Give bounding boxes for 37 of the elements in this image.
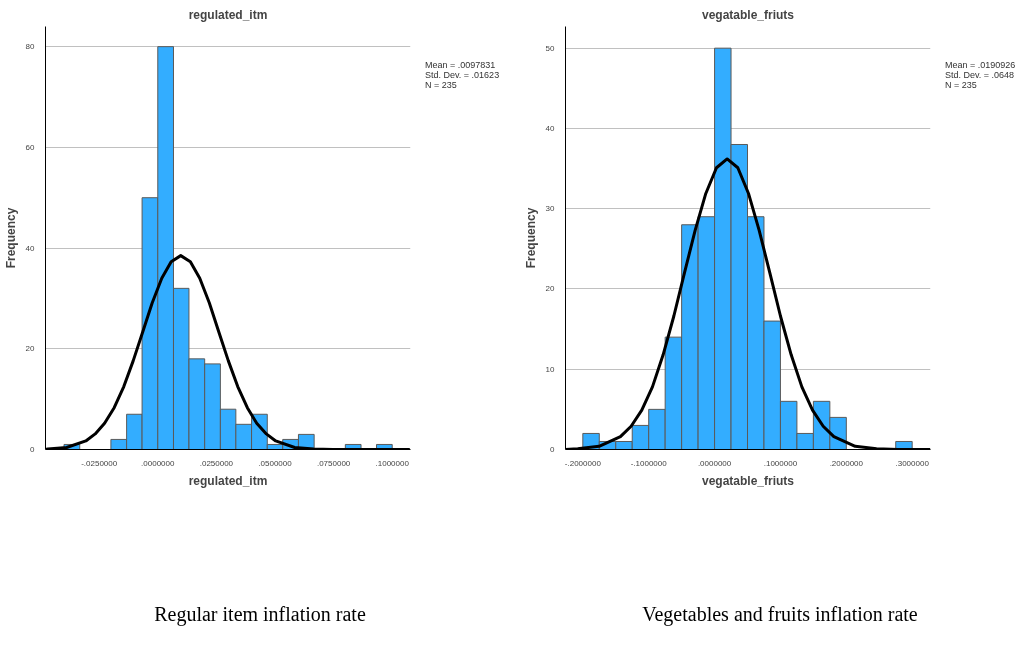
y-tick-label: 50 [545, 43, 556, 53]
x-tick-label: .0000000 [697, 458, 732, 468]
y-tick-label: 0 [550, 445, 556, 454]
x-tick-label: .0000000 [141, 458, 176, 468]
y-tick-label: 20 [25, 344, 36, 354]
x-axis-title: regulated_itm [188, 473, 268, 488]
x-tick-label: .2000000 [829, 458, 864, 468]
text: Mean = .0190926 [945, 60, 1016, 70]
x-tick-label: -.1000000 [630, 458, 668, 468]
y-tick-label: 80 [25, 42, 36, 52]
y-tick-label: 40 [25, 243, 36, 253]
x-tick-label: .3000000 [895, 458, 930, 468]
text: Std. Dev. = .01623 [425, 70, 500, 80]
text: Std. Dev. = .0648 [945, 70, 1015, 80]
x-tick-label: .1000000 [375, 458, 410, 468]
y-tick-label: 10 [545, 364, 556, 374]
text: Regular item inflation rate [154, 602, 366, 628]
y-tick-label: 60 [25, 142, 36, 152]
text: Vegetables and fruits inflation rate [642, 602, 918, 628]
x-axis-title: vegatable_friuts [701, 473, 795, 488]
chart-title: regulated_itm [188, 7, 268, 22]
x-tick-label: .0500000 [258, 458, 293, 468]
x-tick-label: -.0250000 [81, 458, 118, 468]
x-tick-label: -.2000000 [564, 458, 602, 468]
y-axis-title: Frequency [523, 207, 538, 269]
text: N = 235 [945, 80, 977, 90]
x-tick-label: .0250000 [199, 458, 234, 468]
x-tick-label: .1000000 [763, 458, 798, 468]
x-tick-label: .0750000 [316, 458, 351, 468]
text: N = 235 [425, 80, 457, 90]
y-tick-label: 0 [30, 445, 36, 454]
y-tick-label: 20 [545, 284, 556, 294]
chart-title: vegatable_friuts [701, 7, 795, 22]
text: Mean = .0097831 [425, 60, 496, 70]
y-tick-label: 40 [545, 123, 556, 133]
y-tick-label: 30 [545, 204, 556, 214]
y-axis-title: Frequency [3, 207, 18, 269]
